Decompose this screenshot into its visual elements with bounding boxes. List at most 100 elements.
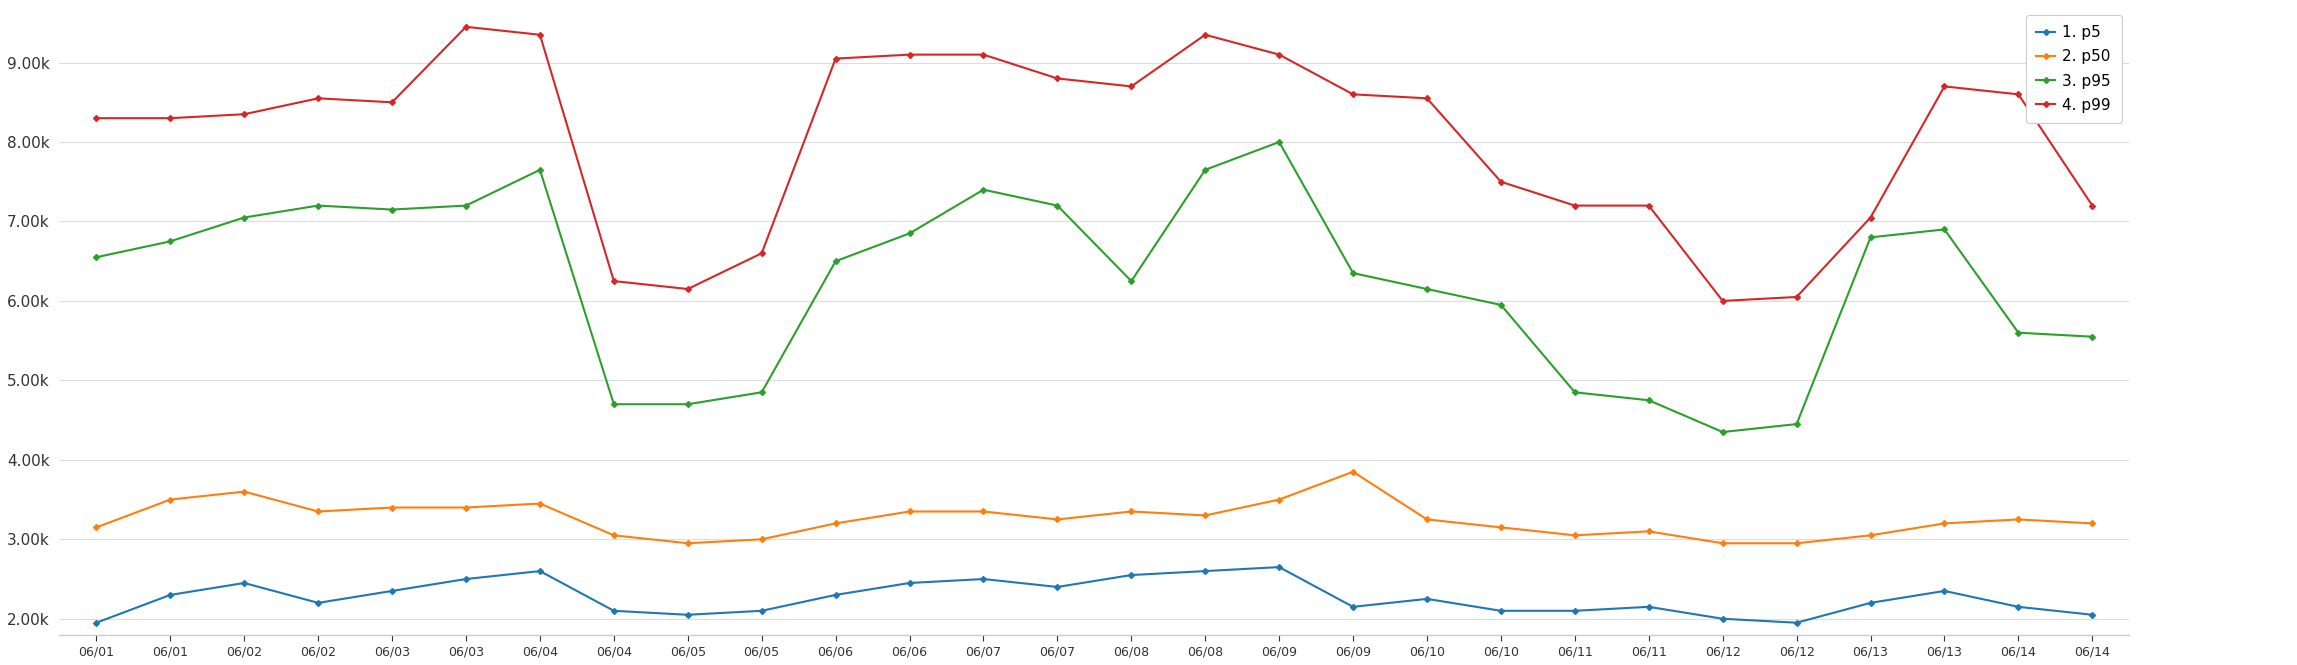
2. p50: [673, 539, 701, 547]
2. p50: [1043, 515, 1070, 523]
1. p5: [526, 567, 554, 575]
4. p99: [1932, 82, 1959, 90]
2. p50: [1932, 519, 1959, 527]
2. p50: [1782, 539, 1810, 547]
4. p99: [1635, 201, 1663, 209]
1. p5: [1635, 603, 1663, 611]
3. p95: [230, 213, 257, 221]
4. p99: [306, 94, 333, 102]
3. p95: [1856, 233, 1884, 241]
3. p95: [1562, 388, 1590, 396]
2. p50: [969, 507, 997, 515]
1. p5: [1782, 618, 1810, 626]
2. p50: [822, 519, 850, 527]
4. p99: [1709, 297, 1737, 305]
3. p95: [2005, 329, 2033, 336]
4. p99: [526, 31, 554, 39]
1. p5: [600, 606, 627, 614]
1. p5: [2005, 603, 2033, 611]
2. p50: [526, 499, 554, 507]
1. p5: [673, 610, 701, 618]
2. p50: [1709, 539, 1737, 547]
1. p5: [2079, 610, 2106, 618]
1. p5: [896, 579, 923, 587]
3. p95: [2079, 332, 2106, 340]
3. p95: [306, 201, 333, 209]
3. p95: [1413, 285, 1440, 293]
3. p95: [1339, 269, 1367, 277]
3. p95: [1486, 301, 1514, 309]
4. p99: [969, 51, 997, 59]
3. p95: [1266, 138, 1293, 146]
1. p5: [822, 591, 850, 599]
1. p5: [1709, 614, 1737, 622]
3. p95: [83, 253, 110, 261]
3. p95: [453, 201, 480, 209]
4. p99: [2079, 201, 2106, 209]
Line: 2. p50: 2. p50: [94, 469, 2095, 545]
1. p5: [1856, 599, 1884, 607]
4. p99: [1562, 201, 1590, 209]
2. p50: [2079, 519, 2106, 527]
1. p5: [1562, 606, 1590, 614]
4. p99: [1782, 293, 1810, 301]
4. p99: [673, 285, 701, 293]
3. p95: [749, 388, 776, 396]
1. p5: [1043, 583, 1070, 591]
2. p50: [1413, 515, 1440, 523]
1. p5: [1486, 606, 1514, 614]
4. p99: [749, 249, 776, 257]
2. p50: [83, 523, 110, 531]
1. p5: [1932, 587, 1959, 595]
4. p99: [1413, 94, 1440, 102]
1. p5: [453, 575, 480, 583]
4. p99: [230, 110, 257, 118]
1. p5: [230, 579, 257, 587]
1. p5: [969, 575, 997, 583]
1. p5: [1413, 595, 1440, 603]
3. p95: [1932, 225, 1959, 233]
3. p95: [1782, 420, 1810, 428]
4. p99: [600, 277, 627, 285]
2. p50: [1486, 523, 1514, 531]
3. p95: [526, 166, 554, 174]
4. p99: [2005, 90, 2033, 98]
1. p5: [1266, 563, 1293, 571]
4. p99: [1192, 31, 1220, 39]
3. p95: [1635, 396, 1663, 404]
2. p50: [600, 531, 627, 539]
4. p99: [822, 55, 850, 63]
1. p5: [156, 591, 184, 599]
2. p50: [1856, 531, 1884, 539]
2. p50: [1119, 507, 1146, 515]
3. p95: [600, 400, 627, 408]
3. p95: [1709, 428, 1737, 436]
Line: 1. p5: 1. p5: [94, 565, 2095, 625]
2. p50: [379, 503, 407, 511]
4. p99: [1856, 213, 1884, 221]
2. p50: [453, 503, 480, 511]
3. p95: [1043, 201, 1070, 209]
4. p99: [1266, 51, 1293, 59]
2. p50: [1192, 511, 1220, 519]
2. p50: [2005, 515, 2033, 523]
3. p95: [969, 186, 997, 194]
3. p95: [1192, 166, 1220, 174]
4. p99: [156, 114, 184, 122]
Legend: 1. p5, 2. p50, 3. p95, 4. p99: 1. p5, 2. p50, 3. p95, 4. p99: [2026, 15, 2122, 124]
3. p95: [673, 400, 701, 408]
Line: 3. p95: 3. p95: [94, 140, 2095, 434]
2. p50: [1562, 531, 1590, 539]
1. p5: [1192, 567, 1220, 575]
2. p50: [1339, 467, 1367, 475]
4. p99: [379, 98, 407, 106]
4. p99: [83, 114, 110, 122]
2. p50: [749, 535, 776, 543]
2. p50: [1635, 527, 1663, 535]
Line: 4. p99: 4. p99: [94, 25, 2095, 303]
3. p95: [896, 229, 923, 237]
4. p99: [1339, 90, 1367, 98]
4. p99: [896, 51, 923, 59]
2. p50: [306, 507, 333, 515]
4. p99: [1043, 74, 1070, 82]
